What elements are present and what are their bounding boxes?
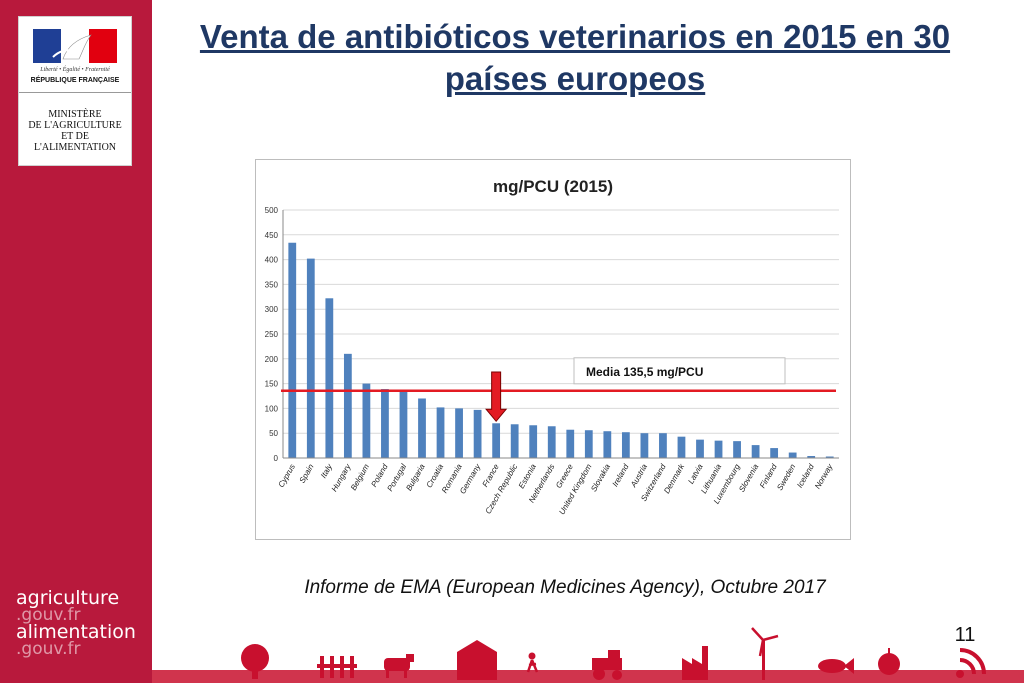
bar-chart: 0 50 100 150 200 250 300 350 400 450 500 Cyprus Spa…: [265, 177, 839, 517]
y-tick-label: 450: [265, 231, 279, 240]
bar: [714, 440, 723, 458]
marianne-flag-icon: [33, 29, 117, 63]
source-note: Informe de EMA (European Medicines Agenc…: [304, 577, 826, 598]
apple-icon: [878, 648, 900, 675]
y-tick-label: 100: [265, 404, 279, 413]
bar: [381, 389, 389, 458]
brand-line-gouv-1: .gouv.fr: [16, 605, 81, 625]
arrow-shape: [485, 371, 508, 423]
wind-turbine-icon: [751, 627, 779, 680]
x-axis-ticks: Cyprus Spain ItalyHungaryBelgiumPolandPort…: [277, 462, 835, 517]
bar: [677, 436, 686, 458]
mean-label-box: [573, 357, 786, 385]
bar: [399, 391, 408, 458]
grass-strip: [152, 670, 1024, 683]
logo-divider: [19, 92, 131, 93]
rss-icon: [956, 648, 986, 678]
france-arrow-icon: [485, 371, 508, 423]
walker-icon: [526, 652, 539, 673]
bar: [492, 423, 501, 458]
sidebar-band: Liberté • Égalité • Fraternité RÉPUBLIQU…: [0, 0, 152, 683]
fence-icon: [317, 656, 357, 678]
y-tick-label: 200: [265, 355, 279, 364]
mean-label-text: Media 135,5 mg/PCU: [586, 365, 703, 379]
barn-icon: [457, 640, 497, 680]
y-tick-label: 250: [265, 330, 279, 339]
bar: [584, 430, 593, 458]
bar: [659, 433, 667, 458]
bar: [825, 456, 834, 458]
x-tick-label: Norway: [813, 462, 835, 491]
bar: [473, 409, 482, 458]
bar: [325, 298, 334, 458]
agriculture-brand: agriculture .gouv.fr alimentation .gouv.…: [16, 587, 150, 659]
brand-line-gouv-2: .gouv.fr: [16, 639, 81, 659]
factory-icon: [682, 646, 708, 680]
page-number: 11: [954, 624, 976, 646]
bar: [788, 452, 797, 458]
bar: [640, 433, 649, 458]
cow-icon: [384, 654, 414, 678]
chart-title: mg/PCU (2015): [493, 177, 613, 196]
bar: [751, 445, 760, 458]
bar: [547, 426, 556, 458]
bars: [288, 242, 834, 458]
tractor-icon: [592, 650, 622, 680]
y-tick-label: 150: [265, 380, 279, 389]
y-tick-label: 350: [265, 280, 279, 289]
x-tick-label: Latvia: [686, 462, 705, 485]
bar: [455, 408, 463, 458]
bar: [696, 439, 704, 458]
y-tick-label: 300: [265, 305, 279, 314]
bar: [733, 441, 741, 458]
x-tick-label: Sweden: [775, 462, 798, 492]
footer-decoration: [152, 627, 1024, 683]
x-tick-label: Italy: [319, 462, 335, 480]
fish-icon: [818, 658, 854, 674]
bar: [288, 242, 297, 458]
bar: [603, 431, 612, 458]
mean-label: Media 135,5 mg/PCU: [573, 357, 786, 385]
tree-icon: [241, 644, 269, 679]
slide-title: Venta de antibióticos veterinarios en 20…: [199, 18, 951, 97]
x-tick-label: Bulgaria: [404, 462, 427, 492]
y-tick-label: 500: [265, 206, 279, 215]
chart-frame: 0 50 100 150 200 250 300 350 400 450 500 Cyprus Spa…: [255, 159, 851, 540]
bar: [770, 448, 779, 458]
bar: [529, 425, 538, 458]
republic-name: RÉPUBLIQUE FRANÇAISE: [30, 77, 120, 84]
ministry-name: MINISTÈRE DE L'AGRICULTURE ET DE L'ALIME…: [28, 109, 122, 153]
bar: [510, 424, 519, 458]
bar: [306, 258, 315, 458]
bar: [362, 383, 371, 458]
y-tick-label: 0: [274, 454, 279, 463]
government-logo: Liberté • Égalité • Fraternité RÉPUBLIQU…: [18, 16, 132, 166]
x-tick-label: Belgium: [349, 462, 371, 492]
x-tick-label: Cyprus: [277, 463, 297, 489]
bar: [621, 432, 630, 458]
bar: [436, 407, 445, 458]
bar: [418, 398, 426, 458]
y-tick-label: 50: [269, 429, 278, 438]
x-tick-label: Spain: [298, 462, 316, 485]
brand-line-alimentation: alimentation: [16, 621, 136, 643]
republic-motto: Liberté • Égalité • Fraternité: [40, 67, 110, 73]
bar: [343, 353, 352, 458]
y-axis-ticks: 0 50 100 150 200 250 300 350 400 450 500: [265, 206, 279, 463]
bar: [807, 456, 816, 458]
y-tick-label: 400: [265, 256, 279, 265]
bar: [566, 429, 575, 458]
brand-line-agriculture: agriculture: [16, 587, 120, 609]
